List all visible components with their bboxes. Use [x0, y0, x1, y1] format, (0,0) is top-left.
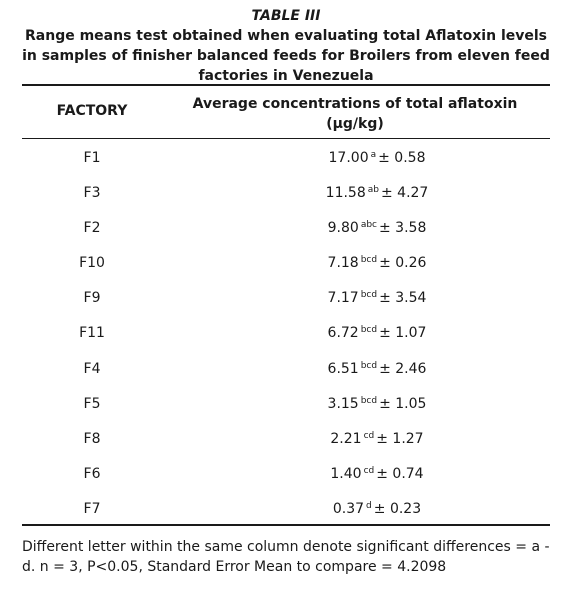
significance-letters: abc — [360, 220, 377, 231]
factory-cell: F10 — [79, 255, 105, 272]
standard-error: ± 2.46 — [379, 360, 427, 377]
concentration-cell: 1.40 cd ± 0.74 — [212, 466, 542, 482]
mean-value: 11.58 — [325, 185, 366, 202]
significance-letters: bcd — [360, 290, 378, 301]
table-row: F1 17.00 a ± 0.58 — [22, 141, 550, 176]
bottom-rule — [22, 524, 550, 526]
concentration-cell: 7.18 bcd ± 0.26 — [212, 255, 542, 271]
significance-letters: ab — [367, 185, 379, 196]
mean-value: 9.80 — [327, 220, 359, 237]
standard-error: ± 0.74 — [376, 465, 424, 482]
mean-value: 3.15 — [327, 395, 359, 412]
concentration-cell: 2.21 cd ± 1.27 — [212, 431, 542, 447]
mean-value: 17.00 — [328, 150, 369, 166]
concentration-cell: 17.00 a ± 0.58 — [212, 150, 542, 166]
factory-cell: F7 — [83, 500, 101, 517]
concentration-cell: 0.37 d ± 0.23 — [212, 501, 542, 517]
table-row: F3 11.58 ab ± 4.27 — [22, 176, 550, 211]
table-row: F10 7.18 bcd ± 0.26 — [22, 246, 550, 281]
significance-letters: cd — [363, 465, 375, 476]
factory-cell: F2 — [83, 220, 101, 237]
mean-value: 7.17 — [327, 290, 359, 307]
table-row: F11 6.72 bcd ± 1.07 — [22, 316, 550, 351]
table-row: F8 2.21 cd ± 1.27 — [22, 422, 550, 457]
concentration-cell: 6.51 bcd ± 2.46 — [212, 361, 542, 377]
standard-error: ± 1.05 — [379, 395, 427, 412]
table-row: F2 9.80 abc ± 3.58 — [22, 211, 550, 246]
concentration-cell: 9.80 abc ± 3.58 — [212, 220, 542, 236]
table-row: F6 1.40 cd ± 0.74 — [22, 457, 550, 492]
mean-value: 0.37 — [332, 500, 365, 517]
significance-letters: bcd — [360, 255, 378, 266]
significance-letters: bcd — [360, 325, 378, 336]
header-average-concentration: Average concentrations of total aflatoxi… — [192, 96, 518, 132]
standard-error: ± 0.26 — [379, 255, 427, 272]
table-row: F7 0.37 d ± 0.23 — [22, 492, 550, 527]
standard-error: ± 4.27 — [380, 185, 429, 202]
table-footnote: Different letter within the same column … — [22, 539, 550, 575]
standard-error: ± 0.23 — [373, 500, 422, 517]
mean-value: 1.40 — [330, 465, 362, 482]
factory-cell: F9 — [83, 290, 101, 307]
table-caption: TABLE III Range means test obtained when… — [0, 6, 572, 86]
concentration-cell: 3.15 bcd ± 1.05 — [212, 396, 542, 412]
factory-cell: F6 — [83, 465, 101, 482]
standard-error: ± 3.58 — [379, 220, 427, 237]
mean-value: 6.72 — [327, 325, 359, 342]
factory-cell: F5 — [83, 395, 101, 412]
table-label: TABLE III — [251, 8, 321, 24]
mean-value: 7.18 — [327, 255, 359, 272]
standard-error: ± 3.54 — [379, 290, 427, 307]
factory-cell: F11 — [79, 325, 105, 342]
header-rule — [22, 138, 550, 139]
top-rule — [22, 84, 550, 86]
table-row: F9 7.17 bcd ± 3.54 — [22, 281, 550, 316]
significance-letters: cd — [363, 430, 375, 441]
mean-value: 2.21 — [330, 430, 362, 447]
table-body: F1 17.00 a ± 0.58 F3 11.58 ab ± 4.27 F2 9.80 abc ± … — [22, 141, 550, 527]
table-row: F5 3.15 bcd ± 1.05 — [22, 387, 550, 422]
header-factory: FACTORY — [56, 103, 128, 119]
table-row: F4 6.51 bcd ± 2.46 — [22, 352, 550, 387]
significance-letters: bcd — [360, 360, 378, 371]
significance-letters: a — [370, 150, 377, 160]
table-title: Range means test obtained when evaluatin… — [22, 28, 550, 84]
factory-cell: F3 — [83, 185, 101, 202]
factory-cell: F4 — [83, 360, 101, 377]
significance-letters: bcd — [360, 395, 378, 406]
concentration-cell: 6.72 bcd ± 1.07 — [212, 325, 542, 341]
factory-cell: F1 — [83, 150, 101, 166]
mean-value: 6.51 — [327, 360, 359, 377]
significance-letters: d — [366, 500, 372, 511]
factory-cell: F8 — [83, 430, 101, 447]
standard-error: ± 1.07 — [379, 325, 427, 342]
standard-error: ± 1.27 — [376, 430, 424, 447]
standard-error: ± 0.58 — [378, 150, 426, 166]
concentration-cell: 7.17 bcd ± 3.54 — [212, 290, 542, 306]
concentration-cell: 11.58 ab ± 4.27 — [212, 185, 542, 201]
